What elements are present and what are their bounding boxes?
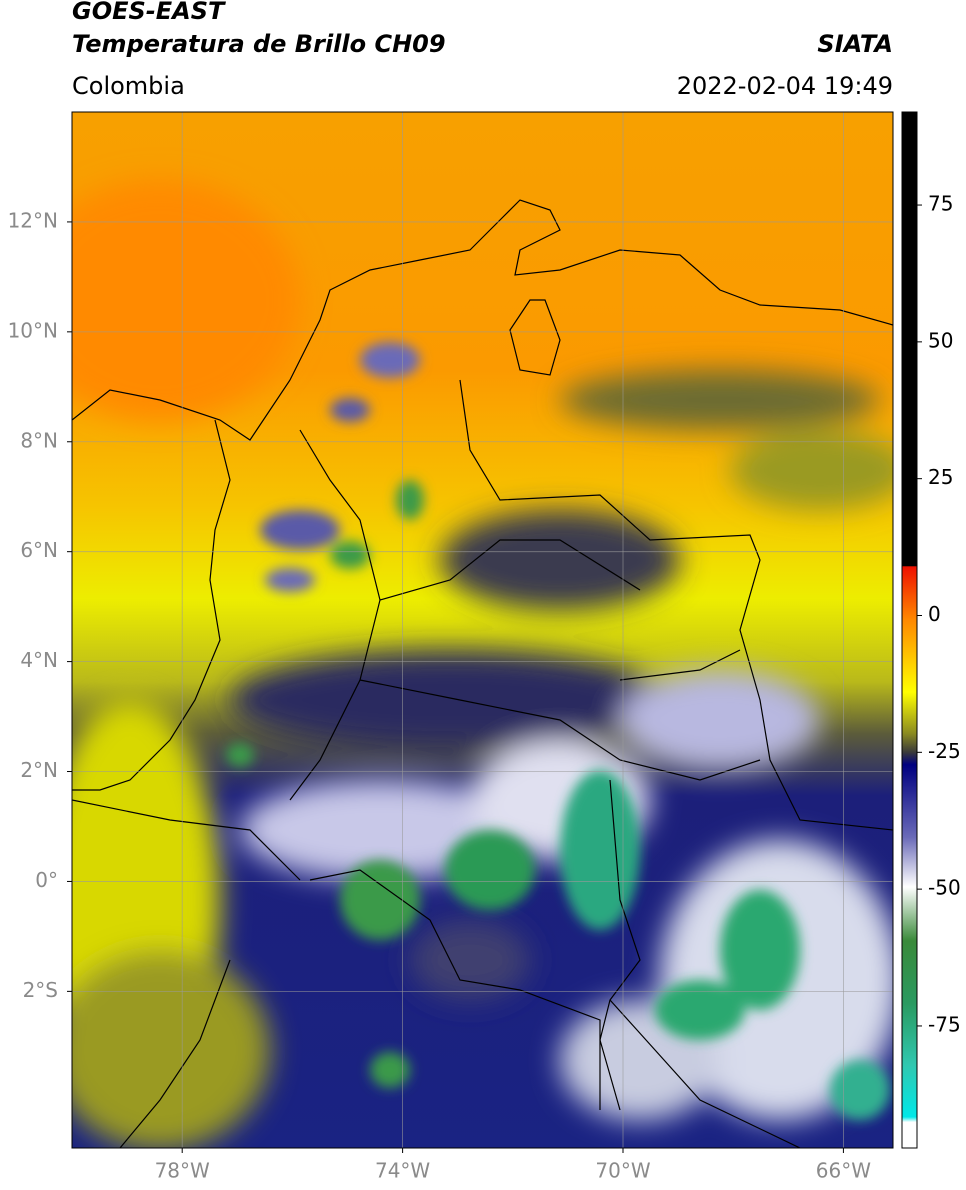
colorbar-tick-label: 0: [928, 602, 941, 626]
subtitle: Temperatura de Brillo CH09: [72, 30, 446, 58]
y-tick-label: 2°S: [23, 978, 58, 1002]
timestamp: 2022-02-04 19:49: [677, 72, 893, 100]
borders: [72, 199, 893, 1148]
map-frame: [71, 111, 894, 1149]
y-tick-label: 12°N: [8, 208, 58, 232]
y-tick-label: 2°N: [20, 758, 58, 782]
source: SIATA: [817, 30, 893, 58]
y-tick-label: 6°N: [20, 538, 58, 562]
y-tick-label: 0°: [35, 868, 58, 892]
x-tick-label: 70°W: [595, 1159, 650, 1183]
colorbar: [901, 111, 918, 1149]
x-tick-label: 74°W: [375, 1159, 430, 1183]
colorbar-tick-label: 50: [928, 328, 953, 352]
x-tick-label: 78°W: [155, 1159, 210, 1183]
y-tick-label: 8°N: [20, 428, 58, 452]
region: Colombia: [72, 72, 185, 100]
x-tick-label: 66°W: [816, 1159, 871, 1183]
colorbar-tick-label: -25: [928, 739, 961, 763]
colorbar-tick-label: -75: [928, 1012, 961, 1036]
graticule: [72, 112, 893, 1148]
satellite-image: [72, 112, 893, 1148]
y-tick-label: 4°N: [20, 648, 58, 672]
colorbar-tick-label: 25: [928, 465, 953, 489]
y-tick-label: 10°N: [8, 318, 58, 342]
colorbar-tick-label: 75: [928, 192, 953, 216]
title: GOES-EAST: [72, 0, 226, 25]
colorbar-tick-label: -50: [928, 876, 961, 900]
